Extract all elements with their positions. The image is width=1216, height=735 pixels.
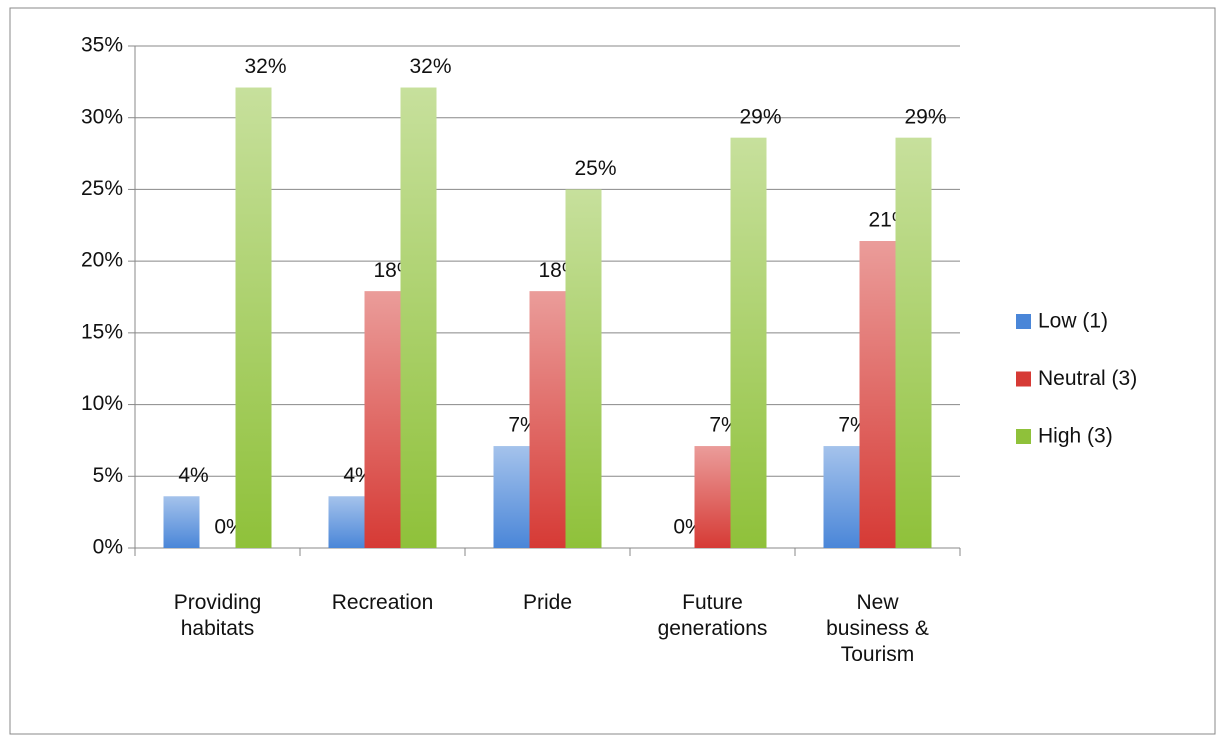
y-tick-label: 10% (81, 392, 123, 415)
bar-shine (565, 189, 602, 548)
bar-shine (529, 291, 566, 548)
y-tick-label: 15% (81, 320, 123, 343)
data-label: 32% (244, 55, 286, 78)
y-tick-label: 20% (81, 249, 123, 272)
data-label: 29% (739, 105, 781, 128)
y-tick-label: 30% (81, 105, 123, 128)
x-tick-label: Recreation (331, 591, 434, 614)
legend-label: Low (1) (1038, 310, 1108, 333)
y-tick-label: 25% (81, 177, 123, 200)
data-label: 32% (409, 55, 451, 78)
bar-shine (895, 137, 932, 548)
bar-shine (823, 446, 860, 548)
data-label: 29% (904, 105, 946, 128)
x-tick-label: Providing habitats (173, 591, 262, 640)
bar-shine (364, 291, 401, 548)
frame (9, 7, 1216, 735)
bar-shine (859, 241, 896, 548)
bar-shine (163, 496, 200, 548)
bar-shine (730, 137, 767, 548)
legend-swatch (1016, 429, 1031, 444)
x-tick-label: Pride (522, 591, 573, 614)
legend-label: High (3) (1038, 425, 1113, 448)
bar-shine (235, 87, 272, 548)
y-tick-label: 0% (93, 536, 123, 559)
x-tick-label: Future generations (657, 591, 768, 640)
y-tick-label: 5% (93, 464, 123, 487)
bar-shine (400, 87, 437, 548)
data-label: 4% (178, 464, 208, 487)
legend-swatch (1016, 371, 1031, 387)
y-tick-label: 35% (81, 34, 123, 57)
bar-shine (328, 496, 365, 548)
legend-label: Neutral (3) (1038, 367, 1137, 390)
legend-swatch (1016, 314, 1031, 329)
bar-shine (493, 446, 530, 548)
bar-shine (694, 446, 731, 548)
x-tick-label: New business & Tourism (826, 591, 929, 666)
data-label: 25% (574, 157, 616, 180)
